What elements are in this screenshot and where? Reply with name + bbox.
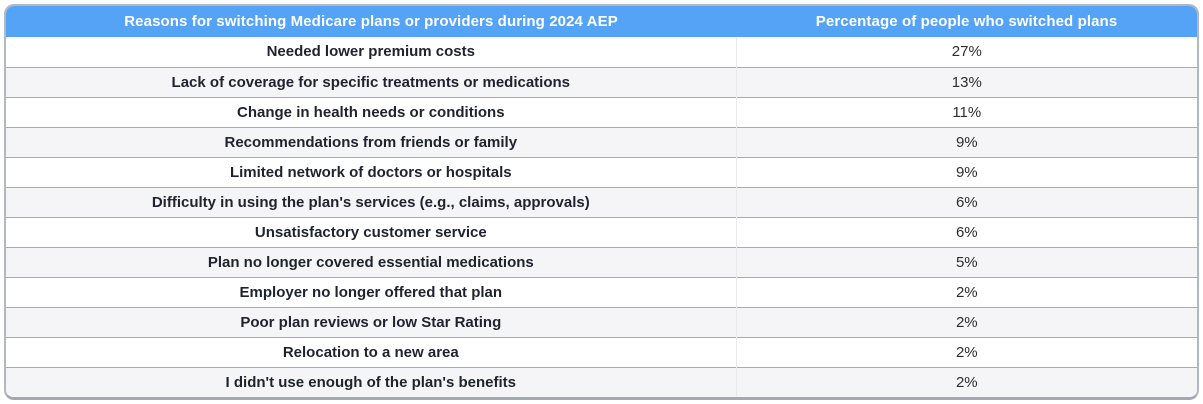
table-row: Relocation to a new area 2% [6, 336, 1197, 367]
reason-cell: Needed lower premium costs [6, 37, 737, 67]
reason-cell: Unsatisfactory customer service [6, 216, 737, 247]
percentage-cell: 2% [735, 336, 1197, 367]
reason-cell: I didn't use enough of the plan's benefi… [6, 366, 737, 397]
table-row: Employer no longer offered that plan 2% [6, 276, 1197, 307]
reason-cell: Plan no longer covered essential medicat… [6, 246, 737, 277]
percentage-cell: 2% [735, 366, 1197, 397]
table-row: Plan no longer covered essential medicat… [6, 246, 1197, 277]
percentage-cell: 11% [735, 96, 1197, 127]
reason-cell: Change in health needs or conditions [6, 96, 737, 127]
table-row: Lack of coverage for specific treatments… [6, 66, 1197, 97]
reason-cell: Employer no longer offered that plan [6, 276, 737, 307]
table-row: Difficulty in using the plan's services … [6, 186, 1197, 217]
reason-cell: Relocation to a new area [6, 336, 737, 367]
percentage-cell: 2% [735, 276, 1197, 307]
table-row: Recommendations from friends or family 9… [6, 126, 1197, 157]
table-row: Poor plan reviews or low Star Rating 2% [6, 306, 1197, 337]
reason-cell: Recommendations from friends or family [6, 126, 737, 157]
reason-cell: Lack of coverage for specific treatments… [6, 66, 737, 97]
table-row: Unsatisfactory customer service 6% [6, 216, 1197, 247]
percentage-cell: 9% [735, 156, 1197, 187]
table-row: Change in health needs or conditions 11% [6, 96, 1197, 127]
header-percentage: Percentage of people who switched plans [736, 6, 1197, 37]
header-row: Reasons for switching Medicare plans or … [6, 6, 1197, 37]
table-row: Limited network of doctors or hospitals … [6, 156, 1197, 187]
percentage-cell: 6% [735, 186, 1197, 217]
table-header: Reasons for switching Medicare plans or … [6, 6, 1197, 37]
percentage-cell: 9% [735, 126, 1197, 157]
table-row: Needed lower premium costs 27% [6, 37, 1197, 67]
percentage-cell: 2% [735, 306, 1197, 337]
percentage-cell: 13% [735, 66, 1197, 97]
medicare-switching-reasons-table: Reasons for switching Medicare plans or … [4, 4, 1199, 400]
percentage-cell: 5% [735, 246, 1197, 277]
reason-cell: Difficulty in using the plan's services … [6, 186, 737, 217]
table-body: Needed lower premium costs 27% Lack of c… [6, 37, 1197, 397]
percentage-cell: 6% [735, 216, 1197, 247]
data-table: Reasons for switching Medicare plans or … [6, 6, 1197, 397]
table-row: I didn't use enough of the plan's benefi… [6, 366, 1197, 397]
reason-cell: Limited network of doctors or hospitals [6, 156, 737, 187]
percentage-cell: 27% [735, 37, 1197, 67]
reason-cell: Poor plan reviews or low Star Rating [6, 306, 737, 337]
header-reasons: Reasons for switching Medicare plans or … [6, 6, 737, 37]
